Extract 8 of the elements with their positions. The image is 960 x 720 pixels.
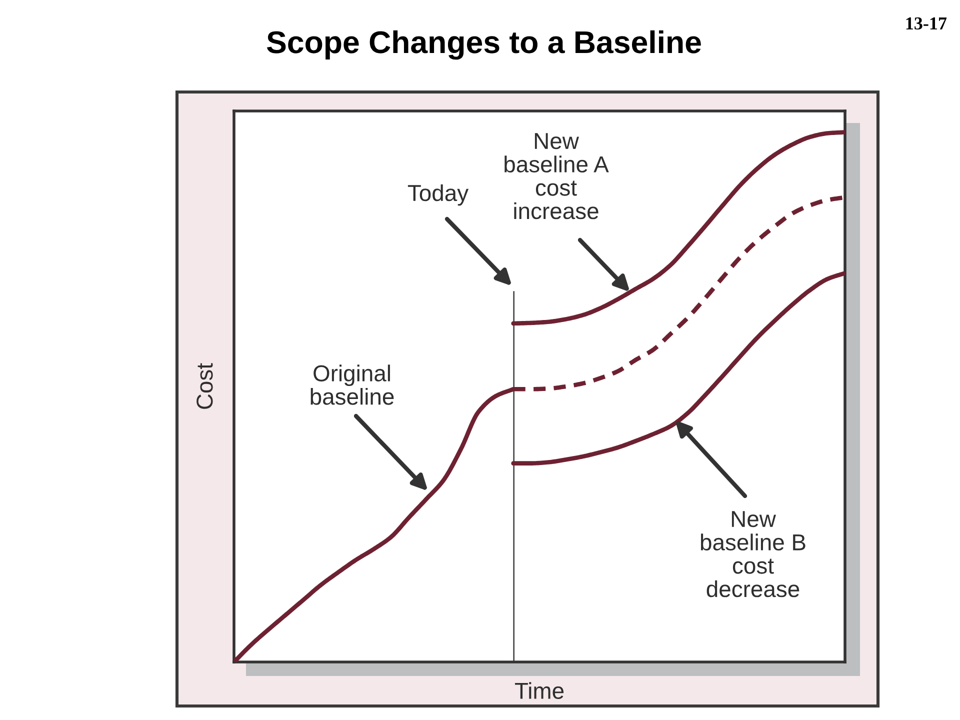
x-axis-title: Time [514, 682, 564, 699]
y-axis-title: Cost [196, 363, 213, 409]
annotation: New baseline A cost increase [504, 133, 609, 220]
chart-title: Scope Changes to a Baseline [266, 30, 701, 60]
text: 13-17 [906, 17, 947, 30]
annotation: Today [408, 184, 469, 206]
annotation: New baseline B cost decrease [700, 511, 806, 598]
annotation: Original baseline [310, 364, 394, 405]
